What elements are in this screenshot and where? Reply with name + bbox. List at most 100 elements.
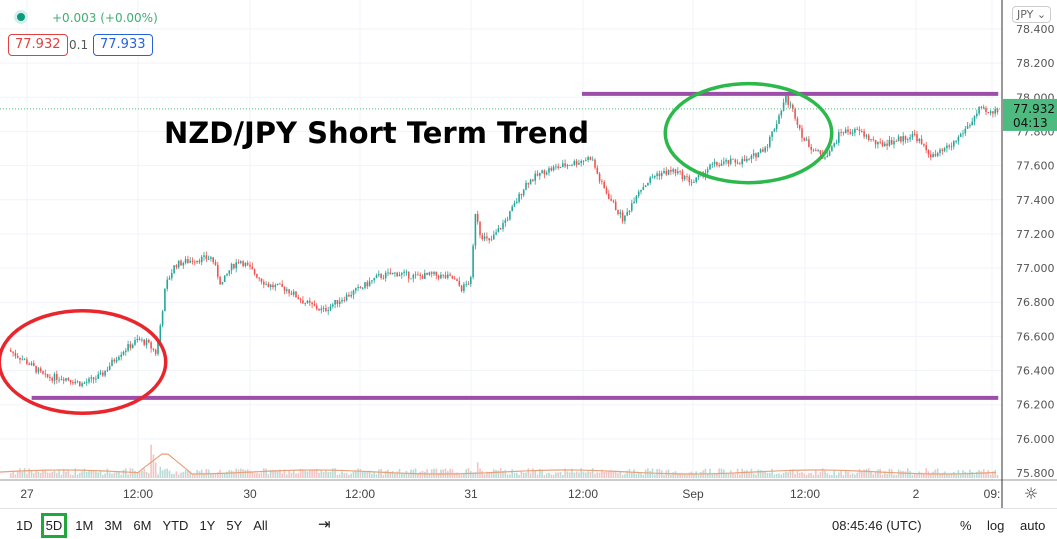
candle-body <box>969 125 971 127</box>
volume-bar <box>235 468 237 478</box>
candle-body <box>677 171 679 174</box>
candle-body <box>819 150 822 154</box>
sell-price-button[interactable]: 77.932 <box>8 34 68 56</box>
range-5d[interactable]: 5D <box>40 513 68 538</box>
candle-body <box>421 275 424 279</box>
chart-title: NZD/JPY Short Term Trend <box>164 116 589 150</box>
range-1m[interactable]: 1M <box>75 518 94 533</box>
range-6m[interactable]: 6M <box>133 518 152 533</box>
x-tick-label: 31 <box>464 487 478 501</box>
volume-bar <box>605 471 608 478</box>
candle-body <box>529 179 532 185</box>
volume-bar <box>297 473 300 478</box>
volume-bar <box>557 472 559 478</box>
price-chart[interactable]: 78.40078.20078.00077.80077.60077.40077.2… <box>0 0 1057 508</box>
volume-bar <box>946 473 948 478</box>
x-tick-label: 2 <box>913 487 920 501</box>
candle-body <box>37 368 40 373</box>
volume-bar <box>118 472 120 478</box>
volume-bar <box>141 470 143 478</box>
volume-bar <box>598 472 601 478</box>
candle-body <box>166 279 168 289</box>
candle-body <box>180 260 182 266</box>
range-ytd[interactable]: YTD <box>162 518 189 533</box>
range-all[interactable]: All <box>253 518 268 533</box>
candle-body <box>667 169 670 175</box>
candle-body <box>757 152 760 158</box>
candle-body <box>403 271 405 273</box>
candle-body <box>948 145 950 147</box>
candle-body <box>511 206 513 212</box>
volume-bar <box>792 469 794 478</box>
x-tick-label: 27 <box>20 487 34 501</box>
candle-body <box>732 158 734 160</box>
volume-bar <box>534 470 536 478</box>
percent-toggle[interactable]: % <box>960 518 972 533</box>
volume-bar <box>502 470 504 478</box>
volume-bar <box>336 474 339 478</box>
candle-body <box>824 157 826 159</box>
range-5y[interactable]: 5Y <box>226 518 243 533</box>
buy-price-button[interactable]: 77.933 <box>93 34 153 56</box>
volume-bar <box>815 469 817 478</box>
volume-bar <box>697 474 700 478</box>
candle-body <box>980 106 983 108</box>
goto-date-icon[interactable]: ⇥ <box>318 516 331 533</box>
candle-body <box>136 338 139 341</box>
candle-body <box>113 359 116 362</box>
candle-body <box>844 129 847 134</box>
volume-bar <box>251 471 254 478</box>
range-1y[interactable]: 1Y <box>199 518 216 533</box>
volume-bar <box>989 474 992 478</box>
volume-bar <box>626 470 628 478</box>
volume-bar <box>545 473 548 478</box>
candle-body <box>138 338 141 341</box>
candle-body <box>430 272 433 274</box>
log-toggle[interactable]: log <box>987 518 1005 533</box>
candle-body <box>764 147 766 152</box>
volume-bar <box>256 473 258 478</box>
candle-body <box>90 377 93 379</box>
volume-bar <box>30 470 33 478</box>
candle-body <box>120 354 122 357</box>
candle-body <box>249 264 251 267</box>
volume-bar <box>796 469 799 478</box>
candle-body <box>773 129 776 132</box>
candle-body <box>474 213 477 246</box>
range-3m[interactable]: 3M <box>104 518 123 533</box>
volume-bar <box>532 468 534 478</box>
candle-body <box>240 261 242 263</box>
volume-bar <box>28 468 30 478</box>
circle-high-annotation <box>663 81 834 185</box>
gear-icon[interactable]: ☼ <box>1024 484 1038 503</box>
volume-bar <box>773 474 776 478</box>
candle-body <box>635 195 638 202</box>
volume-bar <box>920 472 923 478</box>
volume-bar <box>893 474 895 478</box>
auto-toggle[interactable]: auto <box>1020 518 1046 533</box>
volume-bar <box>582 471 585 478</box>
volume-bar <box>180 472 182 478</box>
currency-selector[interactable]: JPY ⌄ <box>1012 6 1052 23</box>
candle-body <box>713 162 716 164</box>
y-tick-label: 76.400 <box>1016 365 1055 378</box>
volume-bar <box>357 468 359 478</box>
volume-bar <box>263 468 265 478</box>
volume-bar <box>338 474 341 478</box>
candle-body <box>122 352 125 355</box>
candle-body <box>851 132 854 134</box>
candle-body <box>509 211 511 220</box>
range-1d[interactable]: 1D <box>16 518 33 533</box>
candle-body <box>30 363 33 365</box>
candle-body <box>106 369 109 371</box>
candle-body <box>863 131 865 137</box>
candle-body <box>771 131 773 137</box>
candle-body <box>447 274 449 278</box>
volume-bar <box>743 470 746 478</box>
candle-body <box>782 102 785 111</box>
volume-bar <box>996 474 999 478</box>
volume-bar <box>881 474 884 478</box>
volume-bar <box>435 468 438 478</box>
volume-bar <box>486 471 488 478</box>
volume-bar <box>456 472 458 478</box>
